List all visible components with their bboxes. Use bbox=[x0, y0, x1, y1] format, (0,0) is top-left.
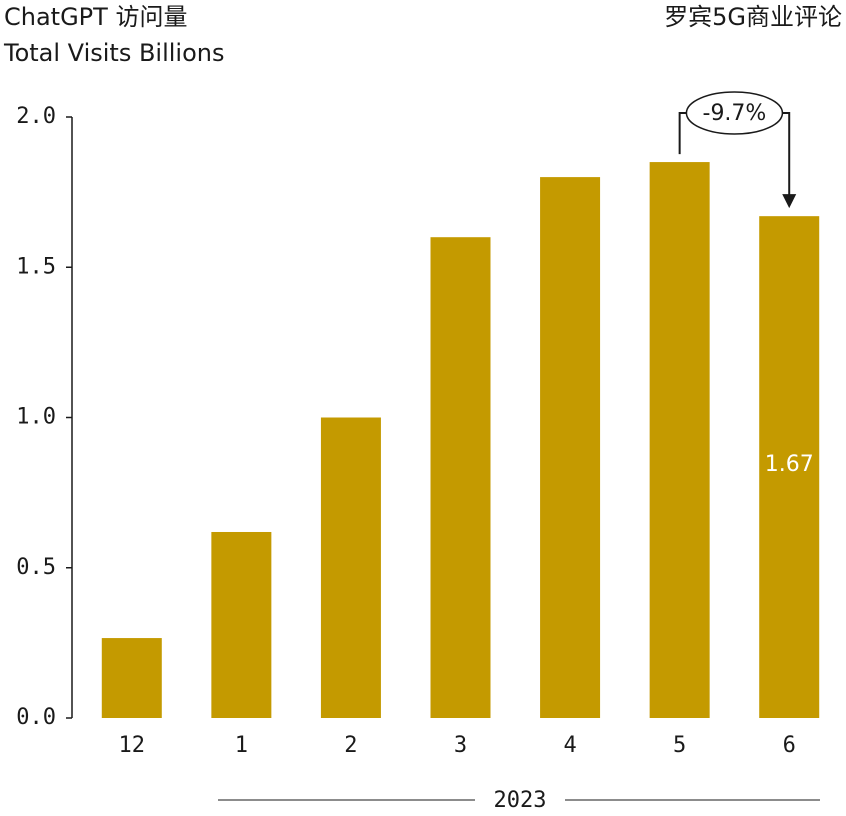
bar bbox=[430, 237, 491, 718]
y-tick-label: 0.0 bbox=[16, 705, 56, 730]
annotation-text: -9.7% bbox=[703, 101, 767, 126]
bar bbox=[211, 531, 272, 718]
chart-subtitle: Total Visits Billions bbox=[3, 39, 225, 67]
x-tick-label: 5 bbox=[673, 733, 686, 758]
y-tick-label: 1.0 bbox=[16, 405, 56, 430]
data-label: 1.67 bbox=[765, 452, 814, 477]
x-axis-label: 2023 bbox=[494, 788, 547, 813]
source: 罗宾5G商业评论 bbox=[664, 3, 842, 31]
annotation-bubble bbox=[685, 91, 784, 135]
bar bbox=[101, 638, 162, 718]
bar bbox=[320, 417, 381, 718]
chart-title: ChatGPT 访问量 bbox=[4, 3, 187, 31]
y-tick-label: 1.5 bbox=[16, 254, 56, 279]
x-tick-label: 1 bbox=[235, 733, 248, 758]
y-tick-label: 2.0 bbox=[16, 104, 56, 129]
annotation-arrowhead bbox=[782, 194, 797, 209]
x-tick-label: 2 bbox=[344, 733, 357, 758]
x-tick-label: 3 bbox=[454, 733, 467, 758]
x-tick-label: 12 bbox=[119, 733, 146, 758]
x-tick-label: 4 bbox=[563, 733, 576, 758]
y-tick-label: 0.5 bbox=[16, 555, 56, 580]
bar bbox=[540, 177, 601, 719]
x-tick-label: 6 bbox=[783, 733, 796, 758]
bar bbox=[649, 162, 710, 718]
bar bbox=[759, 216, 820, 719]
